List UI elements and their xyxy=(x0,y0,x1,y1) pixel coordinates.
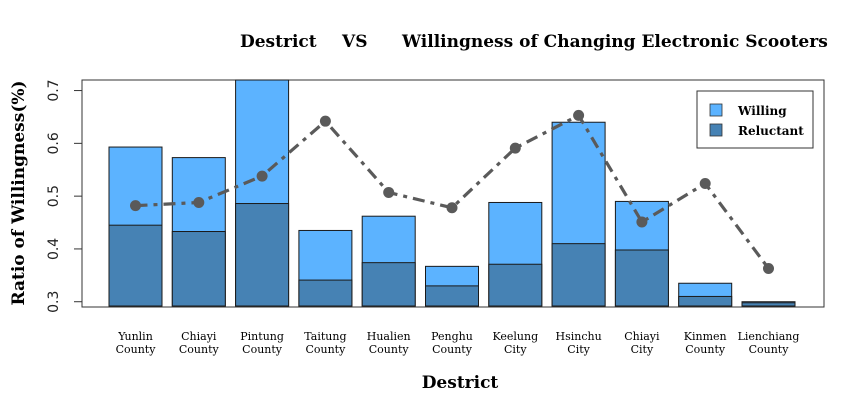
trend-point xyxy=(573,109,585,121)
bar-reluctant xyxy=(614,249,669,307)
x-tick-label: Chiayi City xyxy=(624,330,660,356)
trend-point xyxy=(636,216,648,228)
trend-line xyxy=(130,109,774,274)
x-tick-label: Taitung County xyxy=(304,330,346,356)
legend-swatch-willing xyxy=(709,103,723,117)
trend-point xyxy=(509,142,521,154)
trend-point xyxy=(763,262,774,274)
bar-reluctant xyxy=(551,243,606,307)
x-tick-label: Penghu County xyxy=(431,330,473,356)
x-tick-label: Lienchiang County xyxy=(738,330,800,356)
x-tick-label: Pintung County xyxy=(240,330,284,356)
x-axis-label: Destrict xyxy=(422,373,499,393)
trend-point xyxy=(699,177,711,189)
chart-title: Destrict VS Willingness of Changing Elec… xyxy=(240,32,828,52)
trend-point xyxy=(319,115,331,127)
y-axis-label: Ratio of Willingness(%) xyxy=(9,80,29,305)
bar-reluctant xyxy=(298,279,353,307)
bar-reluctant xyxy=(235,203,290,307)
y-tick-label: 0.5 xyxy=(46,185,62,207)
y-tick-label: 0.3 xyxy=(46,291,62,313)
chart-title-part-3: Willingness of Changing Electronic Scoot… xyxy=(401,32,828,52)
x-tick-label: Kinmen County xyxy=(684,330,727,356)
trend-point xyxy=(130,200,141,212)
y-tick-label: 0.4 xyxy=(46,238,62,260)
trend-point xyxy=(383,186,395,198)
trend-point xyxy=(193,196,205,208)
x-tick-label: Hualien County xyxy=(367,330,411,356)
x-tick-label: Chiayi County xyxy=(179,330,220,356)
x-tick-label: Hsinchu City xyxy=(556,330,602,356)
bar-reluctant xyxy=(488,263,543,307)
chart-title-part-2: VS xyxy=(341,32,367,52)
bar-reluctant xyxy=(171,231,226,307)
chart-title-part-1: Destrict xyxy=(240,32,317,52)
bar-reluctant xyxy=(425,285,479,307)
bar-reluctant xyxy=(108,224,163,307)
bars-reluctant xyxy=(108,203,796,307)
bar-reluctant xyxy=(361,262,416,307)
y-tick-label: 0.6 xyxy=(46,132,62,154)
x-tick-label: Yunlin County xyxy=(116,330,157,356)
trend-point xyxy=(256,170,268,182)
bar-reluctant xyxy=(741,302,796,307)
legend-label-willing: Willing xyxy=(737,104,787,118)
y-tick-label: 0.7 xyxy=(46,79,62,101)
legend-box xyxy=(696,90,814,149)
bar-reluctant xyxy=(678,295,733,307)
legend-label-reluctant: Reluctant xyxy=(738,124,804,138)
trend-line-path xyxy=(135,113,770,270)
legend: Willing Reluctant xyxy=(696,90,814,149)
y-axis: 0.3 0.4 0.5 0.6 0.7 xyxy=(46,79,83,313)
legend-swatch-reluctant xyxy=(709,123,723,137)
x-tick-label: Keelung City xyxy=(492,330,538,356)
trend-point xyxy=(446,202,458,214)
x-axis-ticks: Yunlin County Chiayi County Pintung County Tai… xyxy=(116,330,800,356)
